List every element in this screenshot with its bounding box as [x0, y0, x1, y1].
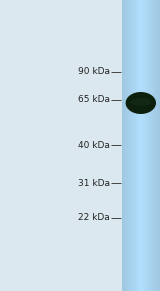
Bar	[149, 0, 150, 291]
Bar	[140, 0, 141, 291]
Bar	[126, 0, 127, 291]
Bar	[136, 0, 137, 291]
Bar	[128, 0, 129, 291]
Bar	[126, 0, 127, 291]
Text: 40 kDa: 40 kDa	[78, 141, 110, 150]
Bar	[142, 0, 143, 291]
Bar	[152, 0, 153, 291]
Bar	[146, 0, 147, 291]
Text: 31 kDa: 31 kDa	[78, 178, 110, 187]
Bar	[139, 0, 140, 291]
Bar	[131, 0, 132, 291]
Bar	[134, 0, 135, 291]
Bar	[153, 0, 154, 291]
Bar	[130, 0, 131, 291]
Bar	[151, 0, 152, 291]
Bar	[138, 0, 139, 291]
Bar	[143, 0, 144, 291]
Bar	[135, 0, 136, 291]
Bar	[155, 0, 156, 291]
Bar	[153, 0, 154, 291]
Ellipse shape	[126, 92, 156, 114]
Bar	[140, 0, 141, 291]
Bar	[127, 0, 128, 291]
Bar	[141, 0, 142, 291]
Bar	[137, 0, 138, 291]
Bar	[154, 0, 155, 291]
Bar	[155, 0, 156, 291]
Bar	[124, 0, 125, 291]
Bar	[130, 0, 131, 291]
Bar	[152, 0, 153, 291]
Bar	[123, 0, 124, 291]
Bar	[145, 0, 146, 291]
Bar	[149, 0, 150, 291]
Bar	[151, 0, 152, 291]
Bar	[137, 0, 138, 291]
Bar	[150, 0, 151, 291]
Bar	[122, 0, 123, 291]
Text: 65 kDa: 65 kDa	[78, 95, 110, 104]
Bar	[138, 0, 139, 291]
Bar	[147, 0, 148, 291]
Bar	[125, 0, 126, 291]
Bar	[148, 0, 149, 291]
Text: 22 kDa: 22 kDa	[78, 214, 110, 223]
Bar	[139, 0, 140, 291]
Bar	[150, 0, 151, 291]
Bar	[154, 0, 155, 291]
Bar	[143, 0, 144, 291]
Bar	[157, 0, 158, 291]
Bar	[128, 0, 129, 291]
Bar	[142, 0, 143, 291]
Bar	[124, 0, 125, 291]
Bar	[136, 0, 137, 291]
Bar	[156, 0, 157, 291]
Bar	[148, 0, 149, 291]
Bar	[125, 0, 126, 291]
Bar	[144, 0, 145, 291]
Bar	[129, 0, 130, 291]
Bar	[132, 0, 133, 291]
Bar	[131, 0, 132, 291]
Bar	[159, 0, 160, 291]
Ellipse shape	[130, 98, 151, 106]
Bar	[141, 0, 142, 291]
Bar	[127, 0, 128, 291]
Text: 90 kDa: 90 kDa	[78, 68, 110, 77]
Bar	[158, 0, 159, 291]
Bar	[129, 0, 130, 291]
Bar	[133, 0, 134, 291]
